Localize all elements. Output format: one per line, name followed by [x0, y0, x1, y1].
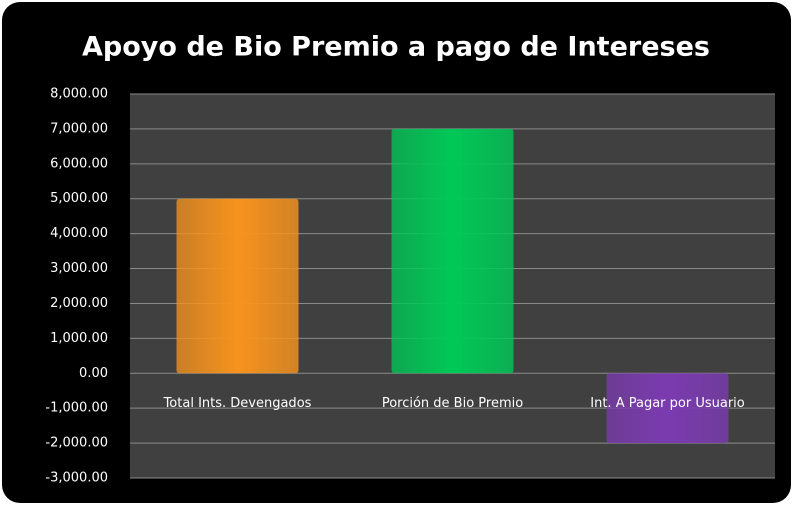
- x-tick-label: Int. A Pagar por Usuario: [590, 396, 745, 411]
- chart-title: Apoyo de Bio Premio a pago de Intereses: [82, 32, 710, 63]
- y-tick-label: 5,000.00: [50, 191, 108, 206]
- x-tick-label: Porción de Bio Premio: [382, 396, 523, 411]
- x-tick-label: Total Ints. Devengados: [163, 396, 312, 411]
- y-tick-label: 0.00: [79, 366, 108, 381]
- y-tick-label: 8,000.00: [50, 87, 108, 102]
- bar: [606, 373, 729, 444]
- bar: [176, 198, 299, 374]
- y-tick-label: -2,000.00: [45, 436, 108, 451]
- bar: [391, 128, 514, 374]
- y-tick-label: -3,000.00: [45, 471, 108, 486]
- y-tick-label: 7,000.00: [50, 121, 108, 136]
- y-tick-label: 4,000.00: [50, 226, 108, 241]
- y-tick-label: -1,000.00: [45, 401, 108, 416]
- y-tick-label: 3,000.00: [50, 261, 108, 276]
- y-tick-label: 6,000.00: [50, 156, 108, 171]
- y-tick-label: 2,000.00: [50, 296, 108, 311]
- y-tick-label: 1,000.00: [50, 331, 108, 346]
